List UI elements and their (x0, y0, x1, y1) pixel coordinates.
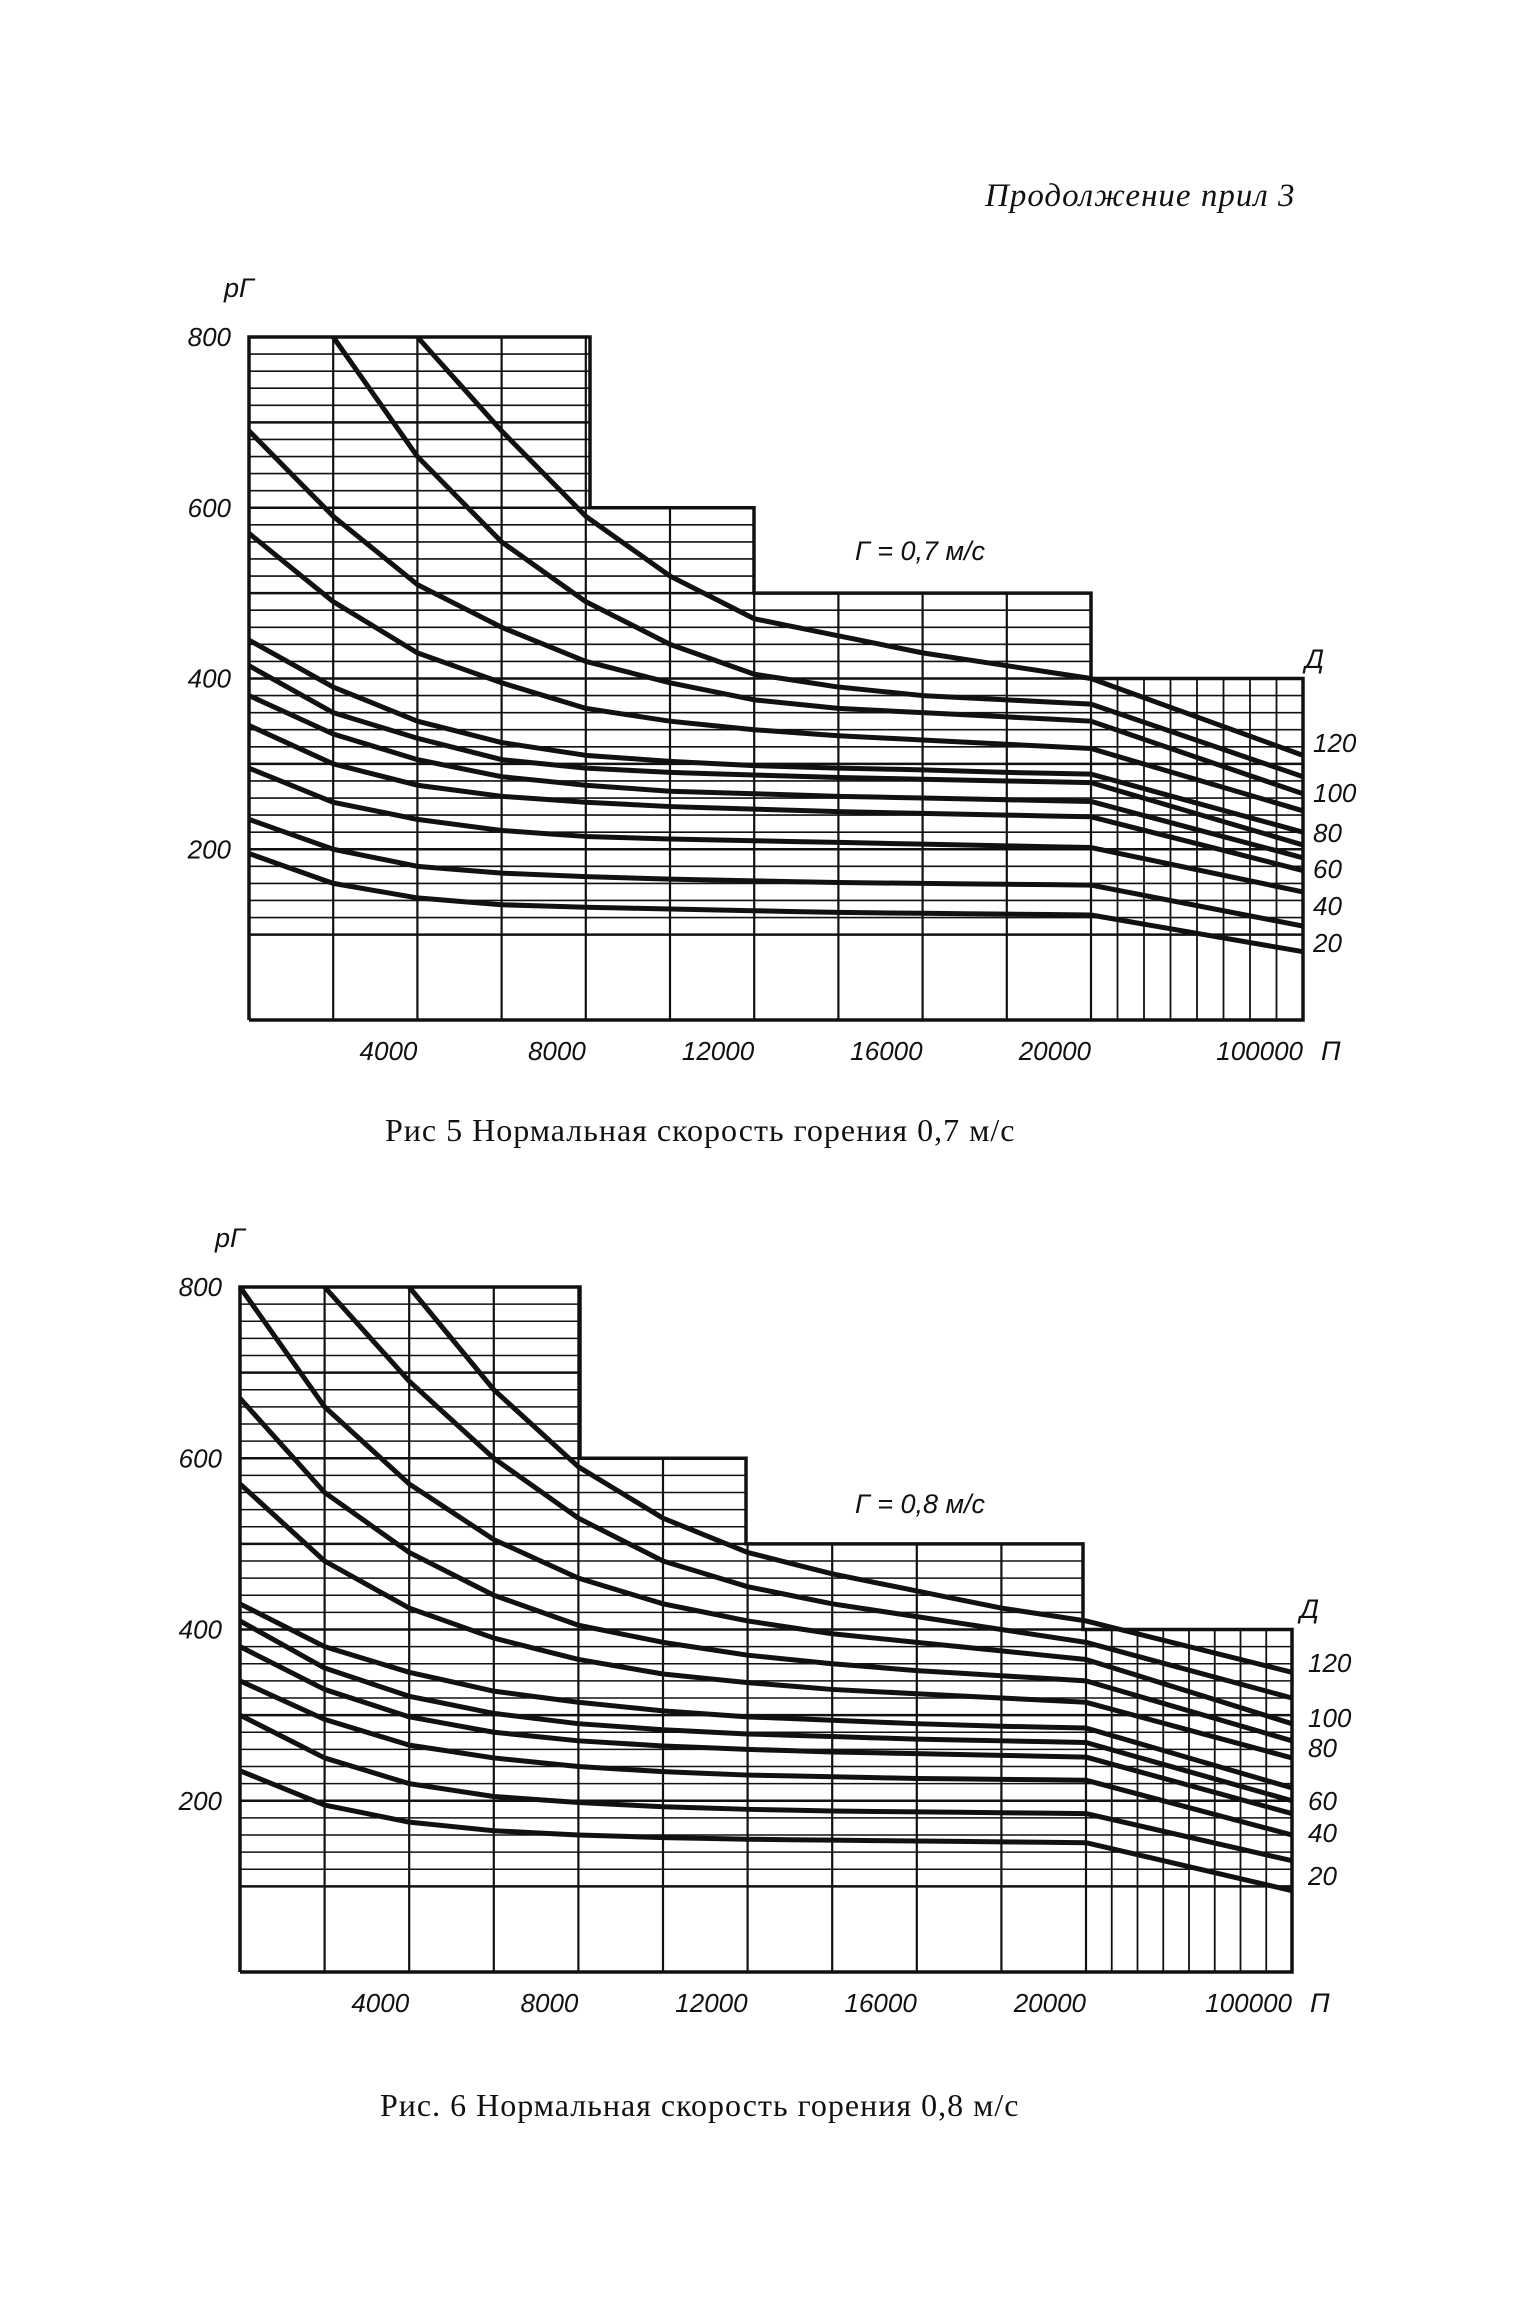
y-tick-label: 400 (179, 1615, 223, 1645)
series-title-label: Д (1302, 644, 1324, 674)
y-tick-label: 800 (179, 1272, 223, 1302)
curve-c11 (248, 851, 1304, 955)
series-label: 60 (1313, 854, 1342, 884)
x-tick-label: 8000 (528, 1036, 586, 1066)
curve-c4 (247, 531, 1304, 814)
x-tick-label: 16000 (844, 1988, 917, 2018)
curve-c2 (322, 1285, 1293, 1701)
series-label: 20 (1307, 1861, 1337, 1891)
chart-figure-5: 200 400 600 800 pГ 4000 8000 12000 16000 20000 100… (187, 273, 1357, 1066)
curve-c8 (238, 1644, 1293, 1817)
x-tick-label: 16000 (850, 1036, 923, 1066)
y-tick-label: 600 (188, 493, 232, 523)
curve-c10 (238, 1712, 1293, 1864)
series-label: 20 (1312, 928, 1342, 958)
series-label: 60 (1308, 1786, 1337, 1816)
x-axis-label: П (1321, 1036, 1341, 1066)
curve-c7 (247, 693, 1304, 861)
curve-c10 (248, 817, 1304, 929)
curve-c3 (237, 1285, 1293, 1727)
speed-annotation: Г = 0,7 м/с (855, 536, 986, 566)
series-label: 100 (1308, 1703, 1352, 1733)
curve-c9 (238, 1678, 1293, 1838)
curve-c1 (415, 335, 1304, 758)
curve-c8 (247, 723, 1304, 874)
series-label: 40 (1313, 891, 1342, 921)
x-tick-label: 100000 (1205, 1988, 1292, 2018)
curve-c3 (247, 429, 1304, 797)
y-tick-label: 800 (188, 322, 232, 352)
curves (247, 335, 1304, 955)
y-axis-label: pГ (214, 1223, 247, 1253)
curve-c5 (238, 1482, 1293, 1761)
x-tick-label: 4000 (351, 1988, 409, 2018)
curve-c5 (247, 637, 1304, 835)
curve-c6 (247, 663, 1304, 848)
chart-figure-6: 200 400 600 800 pГ 4000 8000 12000 16000 20000 100… (178, 1223, 1352, 2018)
curve-c9 (248, 765, 1304, 895)
x-tick-label: 4000 (360, 1036, 418, 1066)
curve-c1 (407, 1285, 1293, 1675)
curve-c4 (238, 1396, 1293, 1744)
y-tick-label: 200 (178, 1786, 223, 1816)
speed-annotation: Г = 0,8 м/с (855, 1489, 986, 1519)
curve-c6 (238, 1601, 1293, 1791)
x-tick-label: 8000 (521, 1988, 579, 2018)
y-tick-label: 600 (179, 1443, 223, 1473)
curves (237, 1285, 1293, 1894)
x-tick-label: 12000 (675, 1988, 748, 2018)
figure-5-caption: Рис 5 Нормальная скорость горения 0,7 м/… (385, 1112, 1016, 1148)
x-tick-label: 12000 (682, 1036, 755, 1066)
y-axis-label: pГ (223, 273, 256, 303)
series-label: 100 (1313, 778, 1357, 808)
series-title-label: Д (1297, 1594, 1319, 1624)
page-header: Продолжение прил 3 (985, 178, 1296, 214)
figure-6-caption: Рис. 6 Нормальная скорость горения 0,8 м… (380, 2087, 1020, 2123)
curve-c11 (239, 1768, 1293, 1894)
x-tick-label: 20000 (1018, 1036, 1092, 1066)
plot-outline (238, 1285, 1294, 1974)
y-tick-label: 200 (187, 834, 232, 864)
series-label: 120 (1308, 1648, 1352, 1678)
x-tick-label: 100000 (1216, 1036, 1303, 1066)
x-axis-label: П (1310, 1988, 1330, 2018)
series-label: 80 (1313, 818, 1342, 848)
y-tick-label: 400 (188, 664, 232, 694)
series-label: 80 (1308, 1733, 1337, 1763)
series-label: 120 (1313, 728, 1357, 758)
x-tick-label: 20000 (1013, 1988, 1087, 2018)
series-label: 40 (1308, 1818, 1337, 1848)
curve-c7 (238, 1618, 1293, 1804)
curve-c2 (331, 335, 1304, 780)
